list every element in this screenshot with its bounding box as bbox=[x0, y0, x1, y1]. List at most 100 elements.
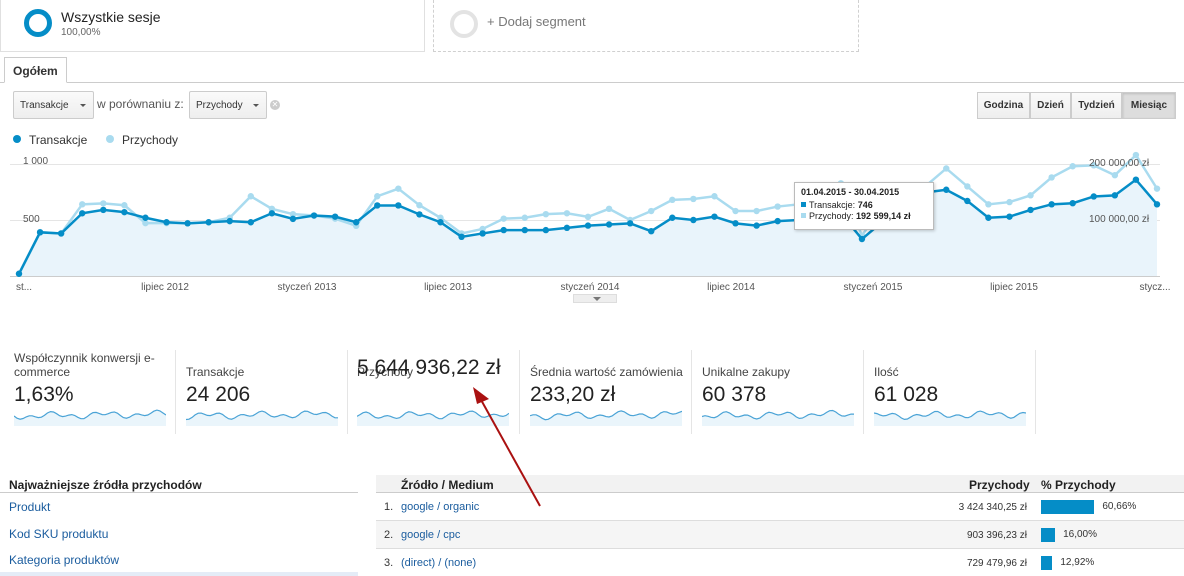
granularity-hour-button[interactable]: Godzina bbox=[977, 92, 1030, 119]
transactions-point bbox=[142, 214, 149, 221]
revenue-point bbox=[100, 200, 107, 207]
scorecard-avg-order-value[interactable]: Średnia wartość zamówienia 233,20 zł bbox=[530, 340, 695, 432]
scorecard-conversion-rate[interactable]: Współczynnik konwersji e-commerce 1,63% bbox=[14, 340, 179, 432]
x-tick-label: lipiec 2012 bbox=[141, 282, 189, 293]
row-pct: 16,00% bbox=[1063, 529, 1097, 540]
transactions-point bbox=[184, 220, 191, 227]
transactions-point bbox=[1153, 201, 1161, 208]
top-sources-divider bbox=[0, 492, 358, 493]
granularity-day-button[interactable]: Dzień bbox=[1030, 92, 1071, 119]
column-header-revenue-pct[interactable]: % Przychody bbox=[1041, 478, 1116, 492]
legend-dot-icon bbox=[13, 135, 21, 143]
scorecard-label: Unikalne zakupy bbox=[702, 365, 791, 379]
transactions-point bbox=[964, 197, 971, 205]
transactions-point bbox=[226, 217, 233, 225]
row-source-link[interactable]: google / cpc bbox=[401, 529, 461, 541]
scorecard-revenue[interactable]: Przychody 5 644 936,22 zł bbox=[357, 340, 522, 432]
transactions-point bbox=[648, 228, 655, 235]
scorecard-label: Średnia wartość zamówienia bbox=[530, 365, 683, 379]
sparkline-line bbox=[14, 409, 166, 420]
primary-metric-dropdown[interactable]: Transakcje bbox=[13, 91, 94, 119]
x-tick-label: styczeń 2015 bbox=[844, 282, 903, 293]
granularity-week-button[interactable]: Tydzień bbox=[1071, 92, 1122, 119]
primary-metric-label: Transakcje bbox=[20, 100, 69, 111]
scorecard-sparkline bbox=[530, 410, 682, 426]
remove-comparison-icon[interactable]: ✕ bbox=[270, 100, 280, 110]
revenue-point bbox=[395, 185, 402, 192]
scorecard-label: Współczynnik konwersji e-commerce bbox=[14, 351, 155, 379]
card-divider bbox=[175, 350, 176, 434]
revenue-point bbox=[1027, 192, 1034, 199]
revenue-point bbox=[711, 193, 718, 200]
sparkline-line bbox=[186, 410, 338, 421]
row-revenue: 729 479,96 zł bbox=[966, 558, 1027, 569]
revenue-point bbox=[121, 202, 128, 209]
scorecard-quantity[interactable]: Ilość 61 028 bbox=[874, 340, 1039, 432]
revenue-point bbox=[605, 205, 613, 212]
x-tick-label: lipiec 2015 bbox=[990, 282, 1038, 293]
revenue-point bbox=[437, 214, 444, 221]
legend-revenue[interactable]: Przychody bbox=[106, 133, 178, 147]
legend-transactions[interactable]: Transakcje bbox=[13, 133, 87, 147]
x-tick-label: styczeń 2013 bbox=[278, 282, 337, 293]
sparkline-area bbox=[530, 410, 682, 426]
segment-all-sessions[interactable]: Wszystkie sesje 100,00% bbox=[0, 0, 425, 52]
column-header-revenue[interactable]: Przychody bbox=[969, 478, 1030, 492]
transactions-point bbox=[985, 214, 992, 221]
chart-collapse-toggle[interactable] bbox=[573, 294, 617, 303]
scorecard-transactions[interactable]: Transakcje 24 206 bbox=[186, 340, 351, 432]
tooltip-date: 01.04.2015 - 30.04.2015 bbox=[801, 187, 900, 197]
transactions-point bbox=[1006, 213, 1013, 220]
transactions-point bbox=[247, 219, 255, 226]
top-sources-link-sku[interactable]: Kod SKU produktu bbox=[9, 527, 109, 541]
add-segment-label: + Dodaj segment bbox=[487, 14, 586, 29]
chart-tooltip: 01.04.2015 - 30.04.2015 Transakcje: 746 … bbox=[794, 182, 934, 230]
revenue-point bbox=[247, 193, 255, 200]
revenue-point bbox=[1048, 174, 1055, 181]
transactions-point bbox=[36, 229, 44, 236]
tab-overview[interactable]: Ogółem bbox=[4, 57, 67, 83]
scorecard-label: Transakcje bbox=[186, 365, 245, 379]
row-source-link[interactable]: (direct) / (none) bbox=[401, 557, 477, 569]
granularity-month-button[interactable]: Miesiąc bbox=[1122, 92, 1176, 119]
scorecard-sparkline bbox=[874, 410, 1026, 426]
revenue-point bbox=[1132, 151, 1140, 159]
table-row bbox=[376, 493, 1184, 521]
top-sources-link-product[interactable]: Produkt bbox=[9, 500, 51, 514]
scorecard-unique-purchases[interactable]: Unikalne zakupy 60 378 bbox=[702, 340, 867, 432]
transactions-point bbox=[711, 213, 718, 220]
row-pct-bar bbox=[1041, 500, 1095, 514]
row-source-link[interactable]: google / organic bbox=[401, 501, 480, 513]
secondary-metric-dropdown[interactable]: Przychody bbox=[189, 91, 267, 119]
compare-label: w porównaniu z: bbox=[97, 97, 184, 111]
legend-dot-icon bbox=[106, 135, 114, 143]
revenue-point bbox=[943, 165, 950, 172]
scorecard-label: Przychody bbox=[357, 365, 414, 379]
card-divider bbox=[863, 350, 864, 434]
line-chart[interactable]: 1 000 500 200 000,00 zł 100 000,00 zł st... l… bbox=[0, 150, 1184, 300]
y-right-tick-label: 200 000,00 zł bbox=[1089, 158, 1150, 169]
tooltip-row-revenue: Przychody: 192 599,14 zł bbox=[801, 211, 927, 221]
add-segment-button[interactable]: + Dodaj segment bbox=[433, 0, 859, 52]
y-tick-label: 1 000 bbox=[23, 156, 48, 167]
segment-name: Wszystkie sesje bbox=[61, 9, 161, 25]
sparkline-area bbox=[14, 410, 166, 426]
transactions-point bbox=[858, 235, 866, 243]
top-sources-link-category[interactable]: Kategoria produktów bbox=[9, 553, 120, 567]
revenue-point bbox=[985, 201, 992, 208]
transactions-point bbox=[310, 212, 318, 219]
row-revenue: 3 424 340,25 zł bbox=[958, 502, 1027, 513]
revenue-point bbox=[416, 202, 423, 209]
transactions-point bbox=[626, 220, 634, 227]
transactions-point bbox=[437, 219, 444, 226]
scorecard-sparkline bbox=[702, 409, 854, 426]
tabs-divider bbox=[0, 82, 1184, 83]
revenue-point bbox=[289, 210, 297, 218]
x-tick-label: lipiec 2013 bbox=[424, 282, 472, 293]
revenue-point bbox=[479, 225, 486, 233]
row-number: 3. bbox=[384, 557, 394, 569]
top-sources-selection bbox=[0, 572, 358, 576]
column-header-source[interactable]: Źródło / Medium bbox=[401, 478, 494, 492]
table-header bbox=[376, 475, 1184, 493]
transactions-point bbox=[163, 219, 170, 226]
